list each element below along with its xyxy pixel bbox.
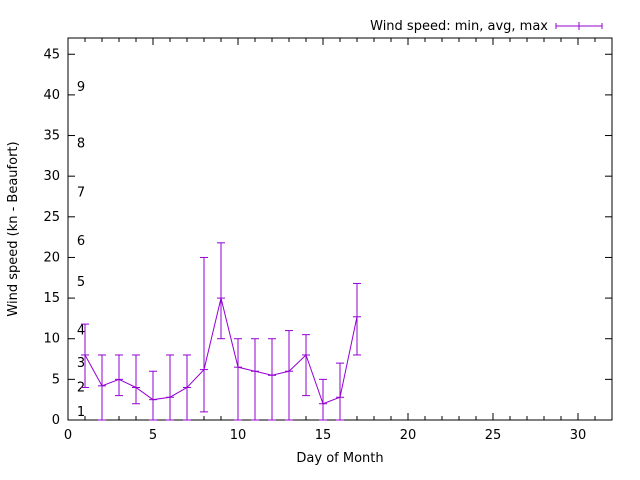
x-tick-label: 25 xyxy=(485,428,502,443)
x-tick-label: 10 xyxy=(230,428,247,443)
y-tick-label: 40 xyxy=(43,88,60,103)
beaufort-tick-label: 5 xyxy=(77,275,85,290)
y-tick-label: 5 xyxy=(52,372,60,387)
beaufort-tick-label: 1 xyxy=(77,405,85,420)
legend: Wind speed: min, avg, max xyxy=(370,19,603,34)
y-tick-label: 20 xyxy=(43,250,60,265)
legend-label: Wind speed: min, avg, max xyxy=(370,19,548,34)
beaufort-tick-label: 8 xyxy=(77,137,85,152)
beaufort-tick-label: 3 xyxy=(77,356,85,371)
y-tick-label: 15 xyxy=(43,291,60,306)
y-tick-label: 45 xyxy=(43,47,60,62)
x-tick-label: 20 xyxy=(400,428,417,443)
x-tick-label: 30 xyxy=(570,428,587,443)
x-tick-label: 0 xyxy=(64,428,72,443)
y-axis-label: Wind speed (kn - Beaufort) xyxy=(6,141,21,316)
y-tick-label: 30 xyxy=(43,169,60,184)
y-tick-label: 10 xyxy=(43,332,60,347)
beaufort-tick-label: 4 xyxy=(77,324,85,339)
y-tick-label: 25 xyxy=(43,210,60,225)
y-tick-label: 0 xyxy=(52,413,60,428)
x-tick-label: 5 xyxy=(149,428,157,443)
data-series-wind-speed xyxy=(81,242,361,421)
x-tick-label: 15 xyxy=(315,428,332,443)
x-axis-label: Day of Month xyxy=(296,451,383,466)
legend-sample-marker xyxy=(555,22,603,30)
beaufort-tick-label: 7 xyxy=(77,185,85,200)
beaufort-tick-label: 9 xyxy=(77,80,85,95)
y-tick-label: 35 xyxy=(43,129,60,144)
beaufort-tick-label: 6 xyxy=(77,234,85,249)
